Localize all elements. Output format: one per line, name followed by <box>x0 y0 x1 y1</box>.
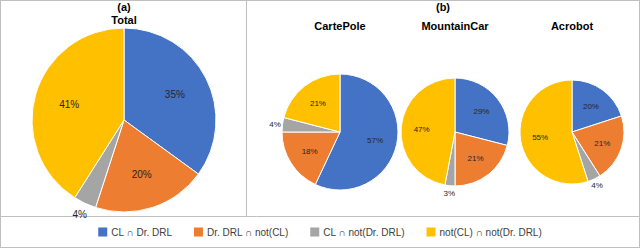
data-label: 47% <box>414 125 430 134</box>
legend-item: not(CL) ∩ not(Dr. DRL) <box>427 227 542 238</box>
slices <box>282 74 398 190</box>
data-labels: 57% 18% 4% 21% <box>269 99 383 156</box>
legend-item: Dr. DRL ∩ not(CL) <box>194 227 288 238</box>
data-labels: 20% 21% 4% 55% <box>532 102 610 190</box>
data-label: 21% <box>594 139 610 148</box>
data-label: 35% <box>165 89 185 100</box>
legend-divider <box>0 216 640 217</box>
slices <box>401 78 509 186</box>
legend-label: CL ∩ not(Dr. DRL) <box>323 227 404 238</box>
legend-swatch <box>427 228 436 237</box>
chart-title: MountainCar <box>421 20 489 32</box>
legend-label: not(CL) ∩ not(Dr. DRL) <box>440 227 542 238</box>
data-label: 20% <box>132 169 152 180</box>
data-label: 20% <box>583 102 599 111</box>
data-label: 21% <box>310 99 326 108</box>
panel-label: (a) <box>117 1 131 13</box>
legend: CL ∩ Dr. DRL Dr. DRL ∩ not(CL) CL ∩ not(Dr… <box>98 227 542 238</box>
chart-root: (a)Total 35% 20% 4% 41% CL ∩ Dr. DRL Dr. DRL ∩… <box>0 0 640 248</box>
data-label: 4% <box>591 181 603 190</box>
pie-slice <box>282 132 340 184</box>
pie-slice <box>401 78 455 185</box>
data-label: 41% <box>59 99 79 110</box>
pie-slice <box>284 74 340 132</box>
data-labels: 35% 20% 4% 41% <box>59 89 185 220</box>
legend-item: CL ∩ not(Dr. DRL) <box>310 227 404 238</box>
pie-chart: (a)Total 35% 20% 4% 41% <box>32 1 216 220</box>
legend-swatch <box>310 228 319 237</box>
slices <box>520 80 624 184</box>
data-label: 4% <box>73 209 88 220</box>
data-label: 57% <box>367 136 383 145</box>
pie-slice <box>520 80 588 184</box>
chart-title: Total <box>111 14 136 26</box>
slices <box>32 28 216 212</box>
data-labels: 29% 21% 3% 47% <box>414 107 490 197</box>
legend-swatch <box>194 228 203 237</box>
legend-label: CL ∩ Dr. DRL <box>111 227 172 238</box>
pie-slice <box>32 28 124 198</box>
chart-title: CartePole <box>314 20 365 32</box>
data-label: 55% <box>532 133 548 142</box>
pie-slice <box>455 132 507 186</box>
pie-chart: Acrobot 20% 21% 4% 55% <box>520 20 624 190</box>
data-label: 4% <box>269 120 281 129</box>
data-label: 21% <box>468 154 484 163</box>
chart-title: Acrobot <box>551 20 594 32</box>
panel-label: (b) <box>436 1 450 13</box>
legend-item: CL ∩ Dr. DRL <box>98 227 172 238</box>
legend-swatch <box>98 228 107 237</box>
pie-chart: MountainCar 29% 21% 3% 47% <box>401 20 509 198</box>
data-label: 3% <box>443 189 455 198</box>
outer-frame <box>1 1 640 248</box>
legend-label: Dr. DRL ∩ not(CL) <box>207 227 288 238</box>
panel-divider <box>246 0 247 216</box>
data-label: 18% <box>302 147 318 156</box>
data-label: 29% <box>473 107 489 116</box>
